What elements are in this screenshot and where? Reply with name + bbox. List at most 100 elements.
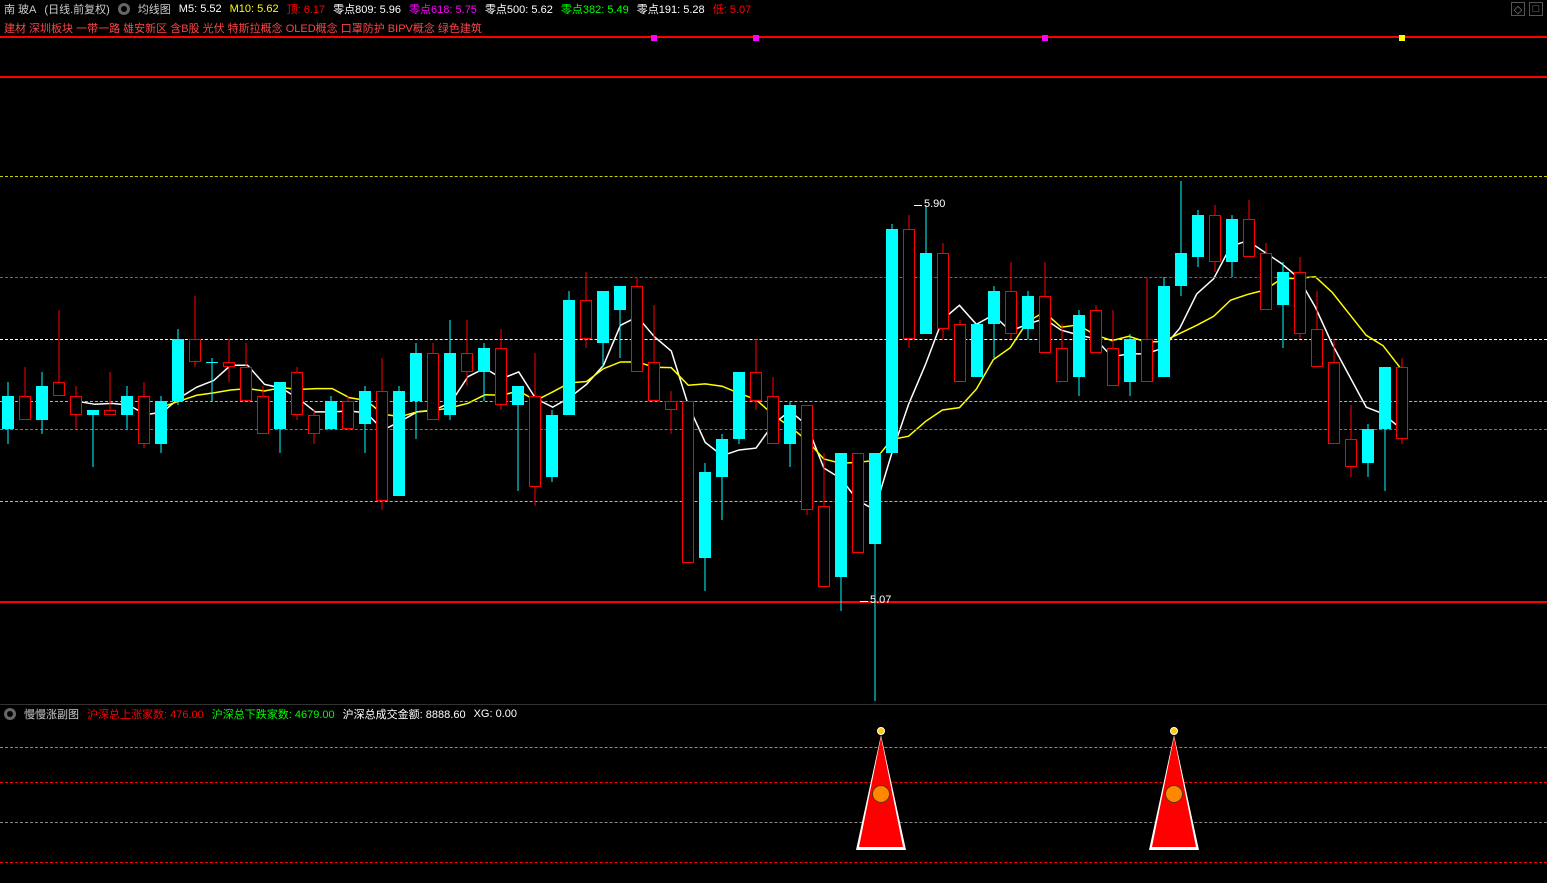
m5: M5: 5.52 [179,3,222,15]
candle[interactable] [1328,339,1340,444]
candle[interactable] [240,343,252,400]
candle[interactable] [376,358,388,511]
candle[interactable] [835,453,847,610]
candle[interactable] [1379,367,1391,491]
candle[interactable] [427,343,439,419]
candle[interactable] [70,386,82,429]
candle[interactable] [172,329,184,405]
top: 顶: 6.17 [287,1,326,17]
candle[interactable] [1362,424,1374,476]
candle[interactable] [478,343,490,400]
candle[interactable] [189,296,201,368]
candle[interactable] [1124,334,1136,396]
candle[interactable] [716,434,728,520]
candle[interactable] [801,405,813,515]
candle[interactable] [869,453,881,701]
candle[interactable] [529,353,541,506]
candle[interactable] [1005,262,1017,338]
cycle-icon[interactable]: ◇ [1511,2,1525,16]
candle[interactable] [1090,305,1102,353]
candle[interactable] [1192,210,1204,267]
candle[interactable] [36,372,48,434]
candle[interactable] [1345,405,1357,477]
candle[interactable] [903,215,915,349]
candle[interactable] [53,310,65,396]
candle[interactable] [563,291,575,415]
candle[interactable] [1277,262,1289,348]
candle[interactable] [750,339,762,411]
candle[interactable] [597,291,609,367]
candle[interactable] [274,382,286,454]
sub-up: 沪深总上涨家数: 476.00 [87,706,204,722]
sub-header: 慢慢涨副图 沪深总上涨家数: 476.00 沪深总下跌家数: 4679.00 沪… [0,704,1547,722]
candle[interactable] [1056,324,1068,381]
candle[interactable] [1294,257,1306,338]
candle[interactable] [291,367,303,419]
candle[interactable] [1209,205,1221,272]
candle[interactable] [937,243,949,338]
candle[interactable] [818,453,830,587]
candle[interactable] [512,386,524,491]
candle[interactable] [393,386,405,496]
candle[interactable] [1073,310,1085,396]
candle[interactable] [1396,358,1408,444]
maximize-icon[interactable]: □ [1529,2,1543,16]
candle[interactable] [1107,310,1119,386]
candle[interactable] [87,410,99,467]
candle[interactable] [1158,277,1170,377]
candle[interactable] [988,286,1000,358]
candle[interactable] [223,339,235,382]
candle[interactable] [104,372,116,415]
candle[interactable] [580,272,592,348]
candle[interactable] [1141,277,1153,382]
candle[interactable] [1243,200,1255,257]
candle[interactable] [410,343,422,438]
candle[interactable] [19,367,31,419]
candle[interactable] [461,320,473,387]
candle[interactable] [1039,262,1051,353]
candle[interactable] [614,286,626,358]
candle[interactable] [1260,243,1272,310]
candle[interactable] [665,391,677,434]
candle[interactable] [767,377,779,444]
candle[interactable] [784,401,796,468]
candle[interactable] [1311,291,1323,367]
candle[interactable] [733,372,745,444]
settings-icon[interactable] [118,3,130,15]
candle[interactable] [546,410,558,482]
candle[interactable] [971,324,983,376]
candle[interactable] [308,410,320,443]
p382: 零点382: 5.49 [561,1,629,17]
signal-marker [1149,727,1199,847]
candle[interactable] [495,329,507,410]
candle[interactable] [359,386,371,453]
sub-xg: XG: 0.00 [474,708,517,720]
candle[interactable] [920,205,932,334]
candle[interactable] [699,463,711,592]
candle[interactable] [206,358,218,401]
sub-indicator-chart[interactable] [0,722,1547,877]
sub-level-line [0,862,1547,863]
price-level-line [0,176,1547,177]
price-level-line [0,277,1547,278]
candle[interactable] [648,305,660,400]
candle[interactable] [1226,215,1238,277]
candle[interactable] [1022,291,1034,339]
candle[interactable] [444,320,456,420]
candle[interactable] [342,396,354,429]
candle[interactable] [2,382,14,444]
candle[interactable] [682,401,694,563]
candle[interactable] [121,386,133,429]
candle[interactable] [1175,181,1187,296]
candlestick-chart[interactable]: 5.905.07 [0,36,1547,704]
candle[interactable] [325,396,337,429]
sub-settings-icon[interactable] [4,708,16,720]
candle[interactable] [631,277,643,372]
candle[interactable] [155,396,167,453]
candle[interactable] [886,224,898,453]
candle[interactable] [954,320,966,382]
chart-type: (日线.前复权) [44,1,109,17]
candle[interactable] [852,453,864,553]
candle[interactable] [257,386,269,434]
candle[interactable] [138,382,150,449]
